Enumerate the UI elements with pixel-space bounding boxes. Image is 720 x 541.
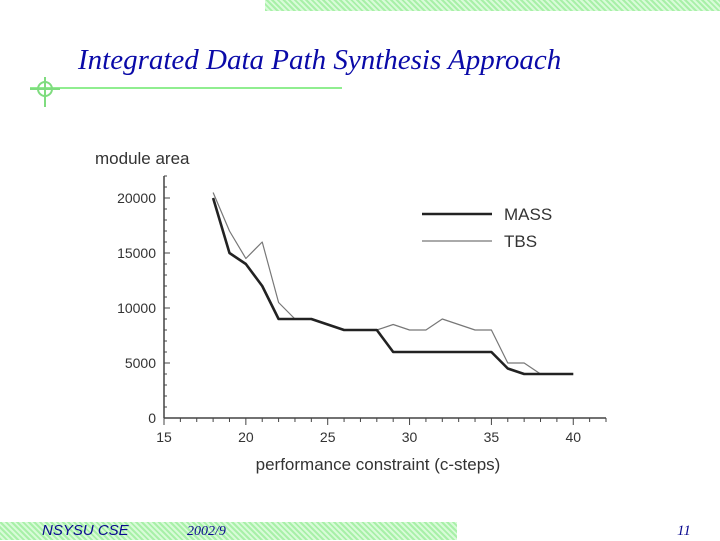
y-tick-label: 5000	[125, 355, 156, 371]
x-tick-label: 20	[238, 429, 254, 445]
y-tick-label: 10000	[117, 300, 156, 316]
x-tick-label: 25	[320, 429, 336, 445]
legend-label-mass: MASS	[504, 205, 552, 224]
page-number: 11	[677, 523, 691, 539]
series-line-mass	[211, 197, 574, 376]
crosshair-icon	[30, 77, 60, 107]
x-tick-label: 35	[484, 429, 500, 445]
y-tick-label: 0	[148, 410, 156, 426]
y-tick-label: 15000	[117, 245, 156, 261]
series-line-tbs	[212, 192, 574, 375]
footer-date: 2002/9	[187, 524, 226, 539]
footer-org: NSYSU CSE	[42, 522, 129, 539]
y-tick-label: 20000	[117, 190, 156, 206]
x-tick-label: 30	[402, 429, 418, 445]
x-tick-label: 40	[565, 429, 581, 445]
x-axis-label: performance constraint (c-steps)	[256, 455, 501, 474]
x-tick-label: 15	[156, 429, 172, 445]
top-decor-band	[265, 0, 720, 11]
y-axis-label: module area	[95, 149, 190, 168]
slide-title: Integrated Data Path Synthesis Approach	[78, 44, 562, 76]
legend-label-tbs: TBS	[504, 232, 537, 251]
title-underline	[30, 87, 342, 89]
footer-decor-band	[0, 522, 457, 540]
